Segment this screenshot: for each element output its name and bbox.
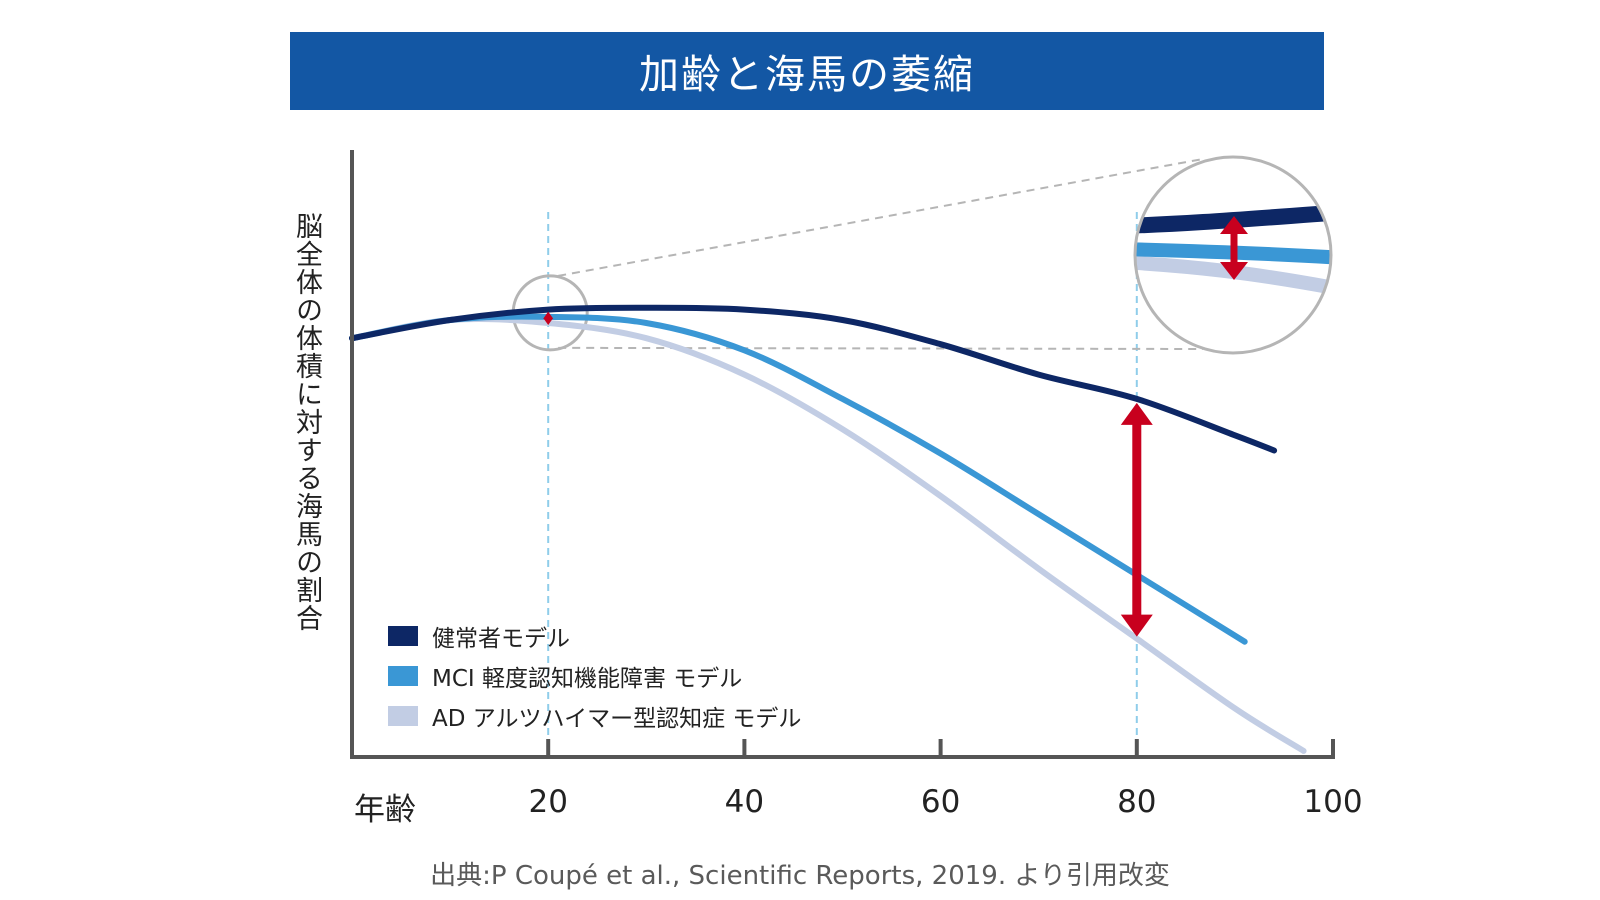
x-axis-label: 年齢	[354, 792, 416, 828]
zoom-connector-top	[558, 158, 1204, 277]
legend-swatch-healthy	[388, 626, 418, 646]
zoom-inset-arrow-head-up	[1220, 216, 1248, 234]
gap-arrow-20-head-down	[543, 317, 554, 325]
legend-item-healthy: 健常者モデル	[388, 616, 801, 656]
legend-item-mci: MCI 軽度認知機能障害 モデル	[388, 656, 801, 696]
source-citation: 出典:P Coupé et al., Scientific Reports, 2…	[430, 861, 1170, 891]
legend-swatch-mci	[388, 666, 418, 686]
zoom-inset-arrow-head-down	[1220, 262, 1248, 280]
series-line-ad	[349, 315, 1307, 754]
legend-label-ad: AD アルツハイマー型認知症 モデル	[432, 706, 802, 732]
zoom-connector-bottom	[558, 346, 1204, 350]
title-bar: 加齢と海馬の萎縮	[290, 32, 1324, 110]
zoom-inset-circle	[1133, 155, 1333, 355]
gap-arrow-80-head-up	[1120, 402, 1153, 425]
gap-arrow-80-head-down	[1120, 614, 1153, 637]
series-line-healthy	[349, 304, 1278, 454]
gap-arrow-20-head-up	[543, 311, 554, 319]
legend-swatch-ad	[388, 706, 418, 726]
x-tick-label-80: 80	[1117, 784, 1156, 820]
gap-arrow-20	[543, 311, 554, 325]
legend-label-healthy: 健常者モデル	[432, 626, 570, 652]
x-tick-label-20: 20	[528, 784, 567, 820]
y-axis-label: 脳全体の体積に対する海馬の割合	[291, 212, 322, 632]
chart-title: 加齢と海馬の萎縮	[639, 52, 975, 98]
zoom-inset-line-ad	[1135, 255, 1331, 297]
legend: 健常者モデル MCI 軽度認知機能障害 モデル AD アルツハイマー型認知症 モ…	[388, 616, 801, 736]
legend-label-mci: MCI 軽度認知機能障害 モデル	[432, 666, 743, 692]
series-line-mci	[349, 313, 1248, 645]
x-tick-label-40: 40	[725, 784, 764, 820]
zoom-inset-line-healthy	[1135, 204, 1331, 234]
gap-arrow-80	[1120, 402, 1153, 637]
x-tick-label-60: 60	[921, 784, 960, 820]
x-tick-label-100: 100	[1303, 784, 1362, 820]
legend-item-ad: AD アルツハイマー型認知症 モデル	[388, 696, 801, 736]
zoom-inset-arrow	[1220, 216, 1248, 280]
